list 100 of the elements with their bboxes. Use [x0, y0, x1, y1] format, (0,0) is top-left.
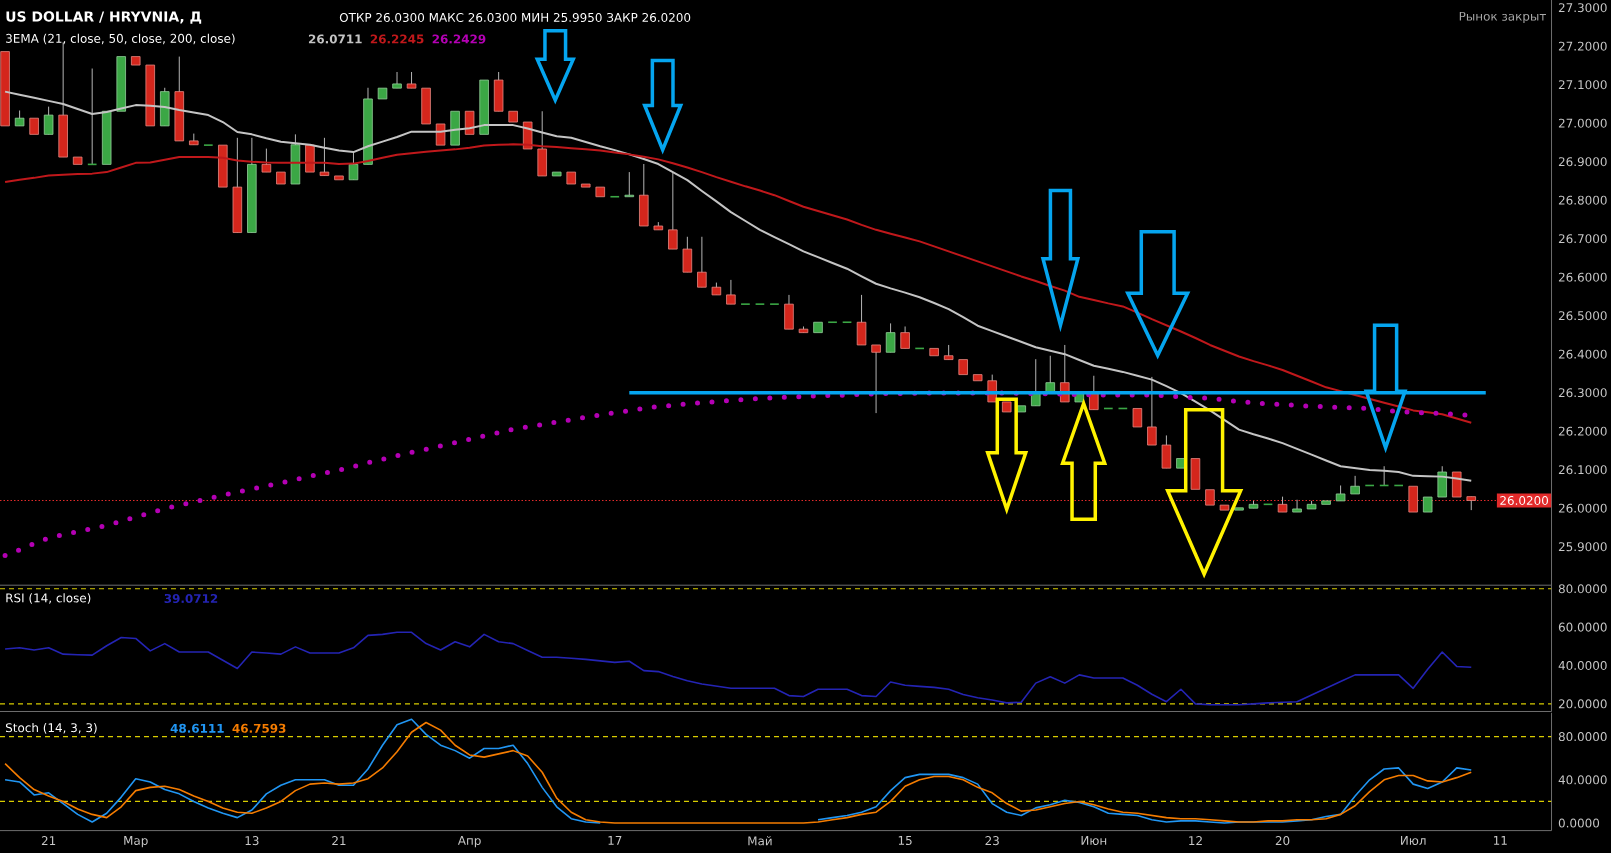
legend-title: 3EMA (21, close, 50, close, 200, close) [6, 33, 235, 45]
y-tick-label: 26.2000 [1558, 426, 1607, 436]
candlestick [348, 150, 359, 181]
y-tick-label: 27.0000 [1558, 118, 1607, 128]
y-tick-label: 40.0000 [1558, 660, 1607, 670]
candlestick [1234, 507, 1244, 511]
text: US DOLLAR / HRYVNIA, Д [6, 11, 202, 24]
candlestick [1001, 401, 1012, 413]
candlestick [580, 183, 591, 188]
x-tick-label: Май [748, 836, 772, 846]
candlestick [900, 325, 910, 349]
y-tick-label: 26.1000 [1558, 465, 1607, 475]
candlestick [261, 148, 272, 173]
candlestick [479, 79, 489, 135]
y-tick-label: 26.9000 [1558, 157, 1607, 167]
y-tick-label: 27.1000 [1558, 80, 1607, 90]
candlestick [1350, 475, 1360, 495]
y-tick-label: 60.0000 [1558, 622, 1607, 632]
candlestick [841, 321, 853, 324]
candlestick [1161, 434, 1172, 469]
x-tick-label: 13 [245, 836, 259, 846]
candlestick [813, 321, 823, 334]
candlestick [1205, 489, 1215, 506]
y-tick-label: 26.5000 [1558, 311, 1607, 321]
annotation: 26.0200 [1500, 495, 1549, 506]
candlestick [508, 110, 518, 123]
candlestick [856, 294, 867, 346]
annotation: Рынок закрыт [1459, 11, 1546, 24]
text: 39.0712 [164, 593, 218, 604]
text: ОТКР 26.0300 МАКС 26.0300 МИН 25.9950 ЗАКР 26.0200 [339, 12, 691, 23]
candlestick [29, 117, 39, 135]
candlestick [1292, 499, 1302, 513]
x-tick-label: 21 [332, 836, 346, 845]
candlestick [1089, 375, 1099, 411]
text: 26.2245 [370, 34, 424, 44]
x-tick-label: Июл [1401, 836, 1426, 846]
x-tick-label: 23 [985, 836, 999, 846]
candlestick [116, 56, 126, 112]
y-tick-label: 26.6000 [1558, 272, 1607, 282]
y-tick-label: 0.0000 [1558, 818, 1600, 828]
candlestick [958, 359, 968, 375]
x-tick-label: 11 [1493, 836, 1507, 845]
x-tick-label: Июн [1081, 836, 1107, 846]
text: RSI (14, close) [6, 593, 91, 604]
candlestick [682, 236, 693, 273]
candlestick [609, 195, 620, 198]
candlestick [334, 175, 344, 181]
candlestick [595, 186, 606, 198]
y-tick-label: 26.8000 [1558, 195, 1607, 205]
candlestick [1321, 500, 1331, 505]
candlestick [1219, 504, 1230, 511]
candlestick [392, 71, 402, 89]
candlestick [827, 321, 838, 324]
candlestick [1190, 458, 1201, 490]
y-tick-label: 40.0000 [1558, 775, 1607, 785]
candlestick [43, 106, 54, 135]
candlestick [566, 171, 576, 185]
y-tick-label: 26.4000 [1558, 349, 1607, 359]
x-tick-label: 15 [898, 836, 912, 846]
text: Stoch (14, 3, 3) [5, 722, 97, 734]
candlestick [421, 87, 431, 125]
candlestick [377, 87, 388, 100]
x-tick-label: 17 [608, 836, 622, 845]
x-tick-label: Мар [124, 836, 148, 848]
text: 26.0711 [308, 34, 362, 44]
text: 48.6111 [170, 723, 224, 733]
candlestick [624, 171, 635, 198]
candlestick [1422, 496, 1433, 513]
candlestick [276, 171, 286, 185]
candlestick [130, 56, 141, 66]
candlestick [72, 156, 83, 165]
candlestick [668, 171, 678, 250]
candlestick [145, 64, 155, 127]
candlestick [435, 123, 446, 146]
text: 46.7593 [232, 723, 286, 733]
candlestick [1132, 408, 1143, 428]
candlestick [450, 110, 460, 146]
candlestick [464, 110, 475, 135]
candlestick [1408, 485, 1418, 513]
y-tick-label: 80.0000 [1558, 584, 1607, 594]
candlestick [1147, 376, 1157, 446]
candlestick [871, 344, 881, 414]
x-tick-label: 12 [1189, 836, 1202, 845]
candlestick [1451, 471, 1462, 498]
y-tick-label: 26.7000 [1558, 234, 1607, 244]
x-tick-label: 20 [1275, 836, 1290, 846]
candlestick [697, 236, 707, 288]
candlestick [726, 279, 736, 305]
x-tick-label: 21 [41, 836, 56, 845]
candlestick [0, 51, 10, 127]
candlestick [101, 110, 112, 165]
x-tick-label: Апр [457, 836, 481, 848]
candlestick [218, 144, 228, 188]
candlestick [929, 348, 939, 357]
y-tick-label: 80.0000 [1558, 732, 1607, 742]
candlestick [972, 374, 983, 382]
y-tick-label: 25.9000 [1558, 542, 1607, 552]
y-tick-label: 27.2000 [1558, 41, 1607, 51]
text: 26.2429 [432, 34, 486, 44]
y-tick-label: 26.0000 [1558, 503, 1607, 513]
